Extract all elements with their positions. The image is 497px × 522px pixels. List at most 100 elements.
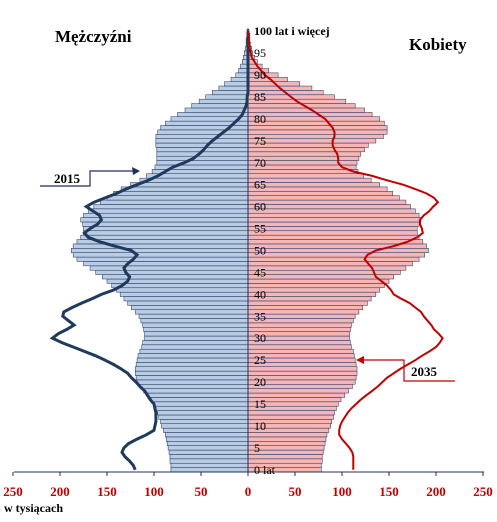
age-label-45: 45 (254, 265, 266, 279)
x-tick-left-250: 250 (3, 484, 23, 499)
women-bar-age-41 (247, 287, 380, 293)
age-label-60: 60 (254, 200, 266, 214)
men-bar-age-64 (120, 186, 249, 192)
x-tick-left-100: 100 (144, 484, 164, 499)
men-bar-age-50 (71, 248, 249, 253)
women-2035-line (247, 31, 444, 470)
women-bar-age-3 (247, 454, 323, 460)
age-label-80: 80 (254, 112, 266, 126)
age-label-30: 30 (254, 331, 266, 345)
women-bar-age-8 (247, 432, 328, 438)
men-bar-age-14 (155, 405, 249, 411)
men-bar-age-59 (87, 208, 249, 214)
women-bar-age-61 (247, 199, 407, 205)
women-bar-age-58 (247, 212, 420, 218)
annotation-2035: 2035 (356, 356, 455, 382)
men-bar-age-41 (116, 287, 249, 293)
women-bar-age-81 (247, 112, 373, 117)
x-axis-ticks (12, 472, 484, 476)
men-bar-age-36 (134, 309, 249, 315)
men-bar-age-31 (144, 331, 249, 337)
women-bar-age-57 (247, 217, 422, 223)
men-bar-age-39 (123, 296, 249, 302)
men-bar-age-60 (93, 204, 249, 210)
men-bar-age-65 (130, 182, 249, 188)
men-bar-age-12 (158, 414, 249, 420)
men-bar-age-87 (218, 85, 249, 91)
men-bar-age-24 (135, 362, 249, 367)
women-bar-age-73 (247, 147, 365, 153)
women-bar-age-52 (247, 239, 424, 245)
age-label-5: 5 (254, 441, 260, 455)
men-bar-age-61 (100, 199, 249, 205)
men-bar-age-30 (144, 335, 249, 341)
men-bar-age-75 (155, 138, 249, 144)
women-bar-age-60 (247, 204, 411, 210)
men-bar-age-63 (113, 191, 249, 196)
women-bar-age-33 (247, 322, 352, 328)
men-bar-age-26 (137, 353, 249, 359)
men-bar-age-5 (167, 445, 249, 451)
men-bar-age-85 (205, 94, 249, 100)
x-tick-right-150: 150 (379, 484, 399, 499)
x-tick-labels: 250 200 150 100 50 0 50 100 150 200 250 (3, 484, 493, 499)
women-bar-age-53 (247, 234, 420, 240)
men-bar-age-76 (155, 134, 249, 139)
x-tick-left-50: 50 (195, 484, 208, 499)
women-bar-age-64 (247, 186, 388, 192)
women-bar-age-66 (247, 177, 372, 183)
men-2015-line (49, 31, 250, 471)
women-bar-age-40 (247, 291, 377, 297)
men-bar-age-71 (156, 155, 249, 161)
women-bar-age-76 (247, 134, 384, 139)
men-bar-age-15 (153, 401, 249, 407)
men-bar-age-28 (141, 344, 249, 350)
men-bar-age-8 (165, 432, 249, 438)
men-bar-age-45 (95, 269, 249, 275)
men-bar-age-57 (80, 217, 249, 223)
men-bar-age-37 (131, 305, 249, 310)
age-label-20: 20 (254, 375, 266, 389)
x-tick-right-100: 100 (332, 484, 352, 499)
women-bar-age-78 (247, 125, 388, 131)
men-bar-age-21 (135, 375, 249, 381)
men-bar-age-10 (161, 423, 249, 429)
women-bar-age-49 (247, 252, 425, 258)
women-bar-age-48 (247, 256, 420, 262)
men-bar-age-77 (157, 129, 249, 135)
men-bar-age-66 (139, 177, 249, 183)
women-bar-age-39 (247, 296, 372, 302)
men-bar-age-56 (82, 221, 249, 227)
men-bar-age-74 (155, 142, 249, 148)
age-label-70: 70 (254, 156, 266, 170)
women-bar-age-62 (247, 195, 400, 201)
men-bar-age-18 (143, 388, 249, 394)
unit-label: w tysiącach (4, 501, 63, 515)
men-bar-age-1 (170, 462, 249, 468)
women-bar-age-13 (247, 410, 335, 416)
women-title: Kobiety (409, 35, 467, 54)
age-label-50: 50 (254, 244, 266, 258)
age-label-65: 65 (254, 178, 266, 192)
women-bar-age-23 (247, 366, 358, 372)
x-tick-right-250: 250 (473, 484, 493, 499)
women-bars (247, 28, 429, 473)
men-bar-age-49 (72, 252, 249, 258)
men-bar-age-11 (160, 419, 249, 425)
women-bar-age-55 (247, 226, 418, 232)
men-bar-age-9 (163, 427, 249, 433)
men-bar-age-82 (184, 107, 249, 113)
men-bar-age-7 (165, 436, 249, 442)
women-bar-age-65 (247, 182, 380, 188)
women-bar-age-42 (247, 283, 385, 289)
men-bar-age-19 (139, 384, 249, 389)
age-labels: 0 lat 5 10 15 20 25 30 35 40 45 50 55 60 65 70 75 80 85 90… (254, 24, 330, 477)
women-bar-age-47 (247, 261, 413, 267)
men-bar-age-51 (72, 243, 249, 249)
men-bar-age-20 (136, 379, 249, 385)
men-bar-age-3 (169, 454, 249, 460)
women-bar-age-75 (247, 138, 377, 144)
men-bar-age-47 (83, 261, 249, 267)
men-bar-age-81 (177, 112, 249, 117)
x-tick-left-150: 150 (97, 484, 117, 499)
